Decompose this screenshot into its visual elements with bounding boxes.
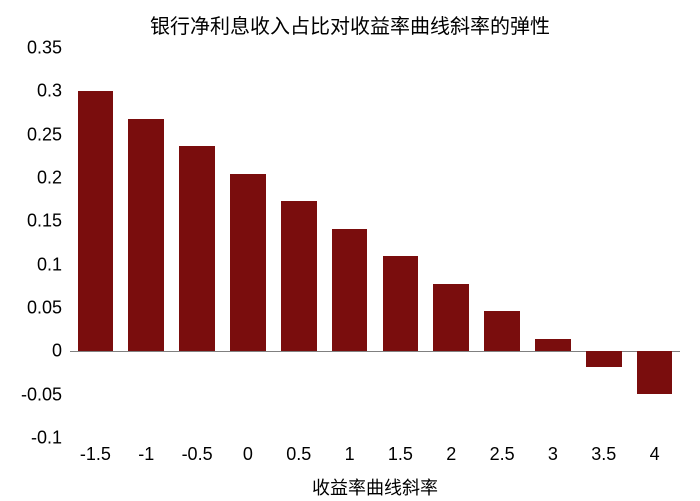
x-tick-label: 2.5 (490, 444, 515, 465)
y-tick-label: 0.1 (37, 254, 62, 275)
elasticity-bar-chart: 银行净利息收入占比对收益率曲线斜率的弹性 -0.1 -0.05 0 0.05 0.1 0.… (0, 0, 700, 501)
bar (484, 311, 520, 351)
chart-title: 银行净利息收入占比对收益率曲线斜率的弹性 (0, 10, 700, 39)
bar (78, 91, 114, 351)
bar (332, 229, 368, 351)
y-tick-label: 0.05 (27, 298, 62, 319)
x-tick-label: -0.5 (182, 444, 213, 465)
x-tick-label: 0.5 (286, 444, 311, 465)
y-tick-label: 0.35 (27, 38, 62, 59)
bar (128, 119, 164, 351)
bar (179, 146, 215, 351)
y-tick-label: 0.3 (37, 81, 62, 102)
x-tick-label: 3 (548, 444, 558, 465)
x-tick-label: 2 (446, 444, 456, 465)
x-tick-label: 0 (243, 444, 253, 465)
bar (535, 339, 571, 351)
y-tick-label: 0.2 (37, 168, 62, 189)
x-tick-label: -1.5 (80, 444, 111, 465)
plot-area (70, 48, 680, 438)
bar (586, 351, 622, 367)
y-tick-label: 0.25 (27, 124, 62, 145)
x-tick-label: 1.5 (388, 444, 413, 465)
y-tick-label: -0.05 (21, 384, 62, 405)
x-tick-label: 3.5 (591, 444, 616, 465)
bar (281, 201, 317, 351)
x-tick-label: 4 (650, 444, 660, 465)
y-tick-label: 0 (52, 341, 62, 362)
x-axis-title: 收益率曲线斜率 (312, 474, 438, 500)
x-tick-label: -1 (138, 444, 154, 465)
y-tick-label: -0.1 (31, 428, 62, 449)
bar (383, 256, 419, 351)
bar (230, 174, 266, 352)
y-tick-label: 0.15 (27, 211, 62, 232)
bar (433, 284, 469, 352)
x-tick-label: 1 (345, 444, 355, 465)
bar (637, 351, 673, 393)
